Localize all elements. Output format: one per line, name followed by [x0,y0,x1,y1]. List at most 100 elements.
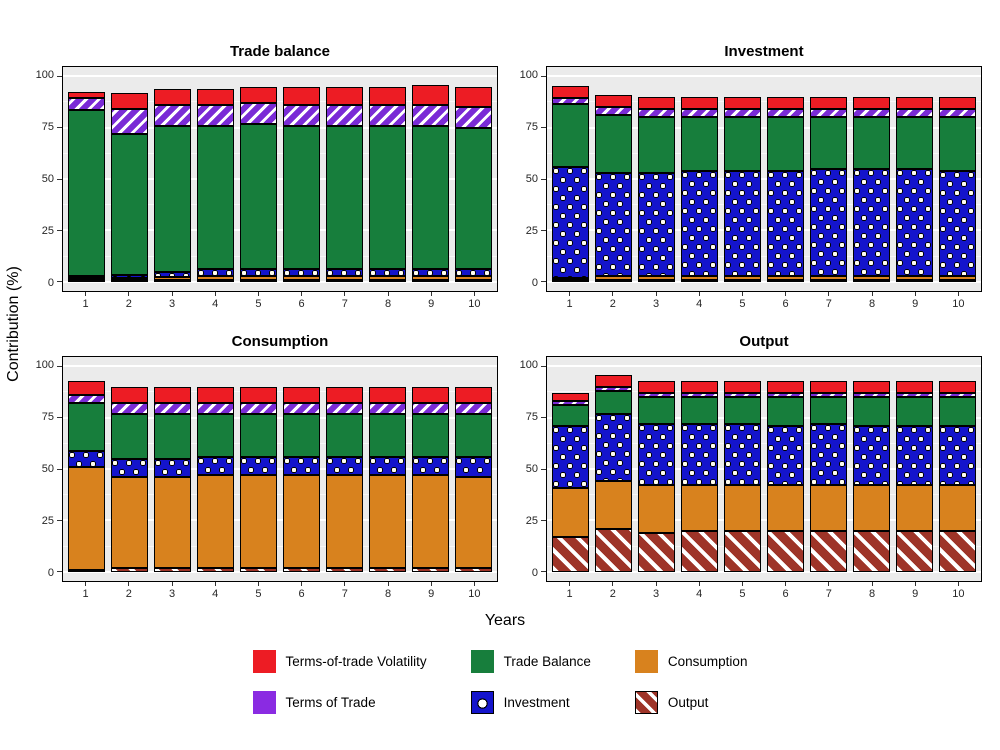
gridline-major [547,416,981,419]
bar-slot [721,357,764,581]
bar-segment-investment [282,456,321,476]
stacked-bar-year-2 [594,94,633,282]
bar-segment-trade_balance [680,397,719,424]
x-tick-mark [785,582,787,586]
bar-segment-consumption [196,475,235,568]
legend-swatch-trade-balance-icon [470,650,494,673]
x-tick: 1 [548,582,591,600]
gridline-major [63,178,497,180]
x-tick-mark [957,292,959,296]
bar-segment-output [680,530,719,572]
stacked-bar-year-1 [67,380,106,572]
bar-segment-consumption [766,485,805,531]
gridline-minor [547,494,981,496]
stacked-bar-year-10 [454,386,493,572]
bar-slot [151,67,194,291]
x-tick: 1 [64,582,107,600]
y-tick-mark [57,75,62,77]
bar-segment-consumption [282,275,321,280]
bar-segment-consumption [110,277,149,280]
bar-segment-trade_balance [325,413,364,457]
y-tick-label: 100 [35,359,54,372]
x-tick: 8 [366,582,409,600]
bar-segment-output [594,279,633,282]
bar-segment-terms_of_trade [153,403,192,414]
gridline-major [547,280,981,283]
bar-segment-volatility [895,96,934,110]
bar-slot [237,67,280,291]
x-tick: 8 [850,582,893,600]
bar-segment-trade_balance [196,125,235,270]
bar-segment-investment [723,170,762,276]
bar-slot [409,67,452,291]
bar-segment-trade_balance [637,397,676,424]
y-tick-label: 50 [525,173,538,185]
bar-segment-investment [809,168,848,276]
panel-title-trade-balance: Trade balance [229,43,331,60]
bar-segment-investment [282,269,321,276]
y-tick-mark [57,365,62,367]
x-tick-mark [741,582,743,586]
x-tick: 7 [323,292,366,310]
x-tick-mark [387,582,389,586]
x-tick-label: 3 [652,588,660,600]
y-tick-label: 0 [47,276,54,289]
y-tick-label: 75 [41,121,54,134]
bar-segment-volatility [637,96,676,110]
bar-segment-consumption [551,487,590,537]
bar-segment-consumption [766,275,805,280]
stacked-bar-year-2 [594,374,633,572]
y-tick-mark [57,127,62,129]
bar-segment-trade_balance [551,405,590,426]
legend-label: Output [667,695,709,710]
bar-segment-volatility [895,380,934,394]
bar-segment-trade_balance [239,413,278,457]
x-tick: 5 [721,582,764,600]
y-tick-mark [541,417,546,419]
bar-segment-investment [110,458,149,478]
x-tick-mark [257,292,259,296]
x-tick-mark [569,582,571,586]
bar-slot [65,67,108,291]
bar-segment-terms_of_trade [325,403,364,414]
bar-segment-terms_of_trade [196,403,235,414]
stacked-bar-year-2 [110,386,149,572]
y-tick-label: 50 [525,463,538,475]
y-tick-label: 0 [47,566,54,579]
x-tick-mark [914,582,916,586]
bar-segment-volatility [551,393,590,402]
bar-segment-terms_of_trade [411,403,450,414]
y-tick-mark [541,127,546,129]
bar-segment-volatility [282,386,321,404]
bar-segment-volatility [594,374,633,387]
stacked-bar-year-5 [239,386,278,572]
bar-segment-volatility [368,386,407,404]
stacked-bar-year-5 [723,96,762,282]
bar-segment-terms_of_trade [368,105,407,126]
bar-segment-volatility [325,86,364,106]
bar-segment-trade_balance [637,117,676,173]
bar-segment-terms_of_trade [809,393,848,398]
bar-segment-investment [766,170,805,276]
legend-item-investment: Investment [470,691,591,714]
bar-segment-investment [153,458,192,478]
bar-segment-output [454,279,493,282]
x-tick-label: 5 [255,588,262,600]
bar-segment-trade_balance [368,125,407,270]
x-tick: 4 [678,292,721,310]
bar-segment-consumption [325,275,364,280]
bar-segment-trade_balance [551,103,590,168]
x-tick: 6 [280,582,323,600]
bar-slot [764,67,807,291]
stacked-bar-year-3 [637,380,676,572]
bar-segment-volatility [594,94,633,108]
bar-segment-trade_balance [282,125,321,270]
bar-segment-output [723,279,762,282]
gridline-major [547,519,981,522]
bar-segment-output [895,530,934,572]
bar-segment-output [938,530,977,572]
stacked-bar-year-4 [196,88,235,282]
x-tick: 7 [807,582,850,600]
bar-segment-volatility [196,88,235,106]
bar-segment-terms_of_trade [239,103,278,124]
